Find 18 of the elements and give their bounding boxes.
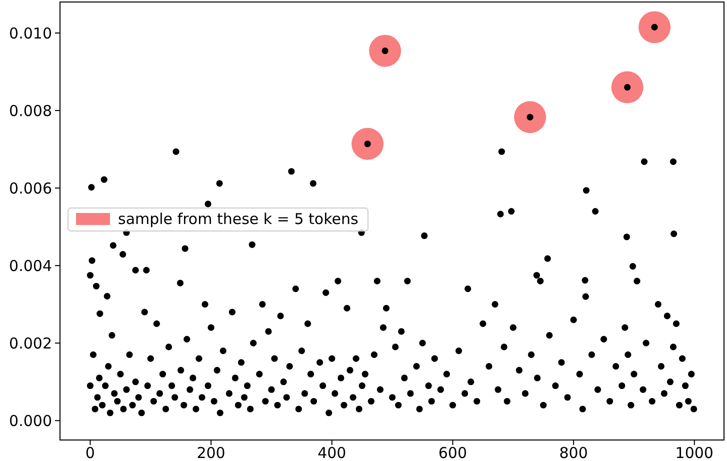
y-tick-label: 0.006 [9,179,52,198]
y-tick-label: 0.010 [9,24,52,42]
point [352,128,384,160]
x-tick-label: 1000 [675,444,714,461]
point [514,101,546,134]
point [638,11,671,44]
y-tick-label: 0.004 [9,256,52,275]
x-tick-label: 800 [559,444,588,461]
legend-label: sample from these k = 5 tokens [118,210,358,228]
y-tick-label: 0.000 [9,412,52,430]
point [611,71,644,104]
x-tick-label: 200 [196,444,226,461]
y-tick-label: 0.002 [9,334,52,352]
x-tick-label: 0 [85,444,95,461]
x-tick-label: 400 [318,444,346,461]
y-tick-label: 0.008 [9,102,52,120]
point [369,34,402,67]
x-tick-label: 600 [438,444,468,461]
